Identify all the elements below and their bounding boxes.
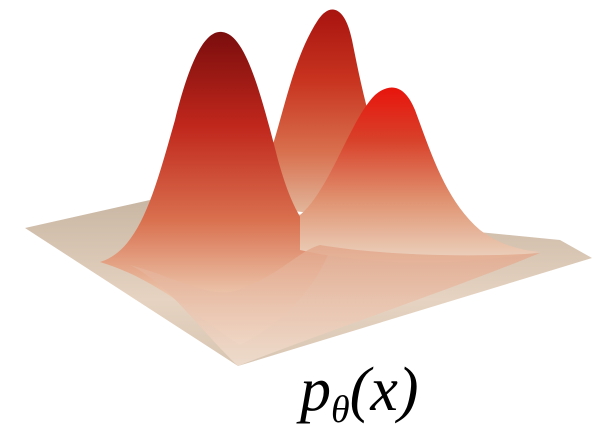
label-base: p: [296, 356, 331, 424]
label-subscript: θ: [331, 389, 350, 431]
label-argument: (x): [350, 356, 419, 424]
density-label: pθ(x): [296, 356, 418, 431]
density-illustration: pθ(x): [0, 0, 611, 435]
page: pθ(x) (() => { const data = JSON.parse(d…: [0, 0, 611, 435]
